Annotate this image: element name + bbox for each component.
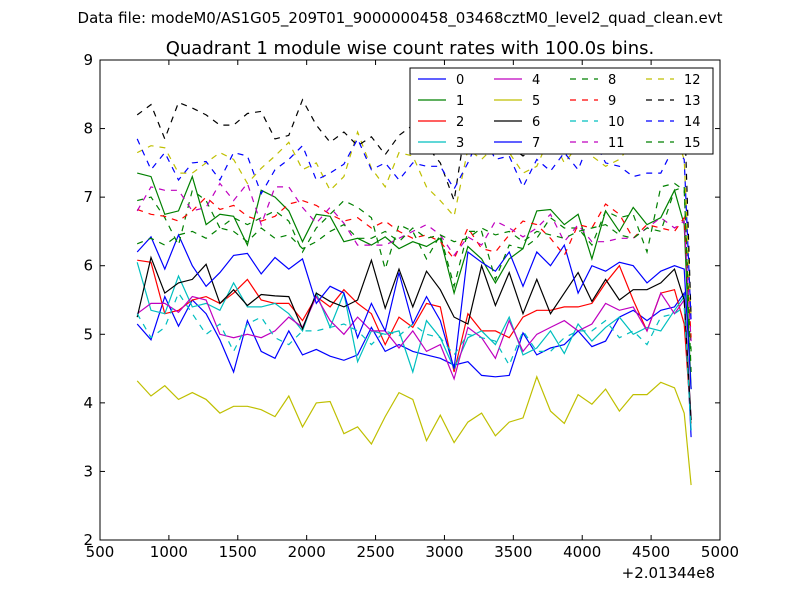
legend-label-0: 0 bbox=[456, 73, 464, 88]
axis-ticks: 500 1000 1500 2000 2500 3000 3500 4000 4500 5000 2… bbox=[83, 51, 739, 561]
x-tick-label: 2500 bbox=[356, 543, 394, 561]
series-line-0 bbox=[136, 291, 692, 438]
series-line-2 bbox=[137, 259, 692, 424]
legend-label-4: 4 bbox=[532, 73, 540, 88]
x-tick-label: 4000 bbox=[563, 543, 601, 561]
legend-label-11: 11 bbox=[608, 136, 625, 151]
legend-label-10: 10 bbox=[608, 115, 625, 130]
series-line-14 bbox=[136, 130, 692, 321]
series-line-10 bbox=[136, 291, 692, 431]
y-tick-label: 5 bbox=[83, 325, 93, 343]
y-tick-label: 7 bbox=[83, 188, 93, 206]
legend-label-8: 8 bbox=[608, 73, 616, 88]
x-tick-label: 500 bbox=[86, 543, 115, 561]
series-line-6 bbox=[136, 255, 692, 421]
legend-label-15: 15 bbox=[684, 136, 701, 151]
series-line-5 bbox=[136, 375, 692, 486]
legend-label-12: 12 bbox=[684, 73, 701, 88]
series-line-11 bbox=[136, 182, 692, 342]
legend-label-1: 1 bbox=[456, 94, 464, 109]
chart-title: Quadrant 1 module wise count rates with … bbox=[166, 38, 655, 59]
legend-label-5: 5 bbox=[532, 94, 540, 109]
x-tick-label: 3000 bbox=[425, 543, 463, 561]
x-tick-label: 5000 bbox=[701, 543, 739, 561]
legend-label-3: 3 bbox=[456, 136, 464, 151]
legend-label-14: 14 bbox=[684, 115, 701, 130]
series-line-8 bbox=[137, 182, 692, 352]
legend-label-13: 13 bbox=[684, 94, 701, 109]
y-tick-label: 6 bbox=[83, 257, 93, 275]
x-tick-label: 1500 bbox=[219, 543, 257, 561]
y-tick-label: 2 bbox=[83, 531, 93, 549]
y-tick-label: 9 bbox=[83, 51, 93, 69]
x-tick-label: 4500 bbox=[632, 543, 670, 561]
chart-supertitle: Data file: modeM0/AS1G05_209T01_90000004… bbox=[78, 9, 723, 28]
x-tick-label: 3500 bbox=[494, 543, 532, 561]
legend-label-9: 9 bbox=[608, 94, 616, 109]
plot-frame bbox=[99, 59, 721, 541]
series-line-12 bbox=[136, 130, 692, 318]
series-line-9 bbox=[137, 196, 692, 338]
x-tick-label: 2000 bbox=[288, 543, 326, 561]
legend-label-7: 7 bbox=[532, 136, 540, 151]
series-line-3 bbox=[136, 262, 692, 431]
y-tick-label: 8 bbox=[83, 120, 93, 138]
x-offset-label: +2.01344e8 bbox=[622, 564, 715, 582]
y-tick-label: 4 bbox=[83, 394, 93, 412]
legend-box bbox=[409, 67, 714, 155]
legend-label-6: 6 bbox=[532, 115, 540, 130]
series-line-7 bbox=[136, 233, 692, 390]
x-tick-label: 1000 bbox=[150, 543, 188, 561]
y-tick-label: 3 bbox=[83, 462, 93, 480]
series-line-15 bbox=[136, 186, 692, 373]
legend-label-2: 2 bbox=[456, 115, 464, 130]
series-line-4 bbox=[136, 291, 692, 421]
